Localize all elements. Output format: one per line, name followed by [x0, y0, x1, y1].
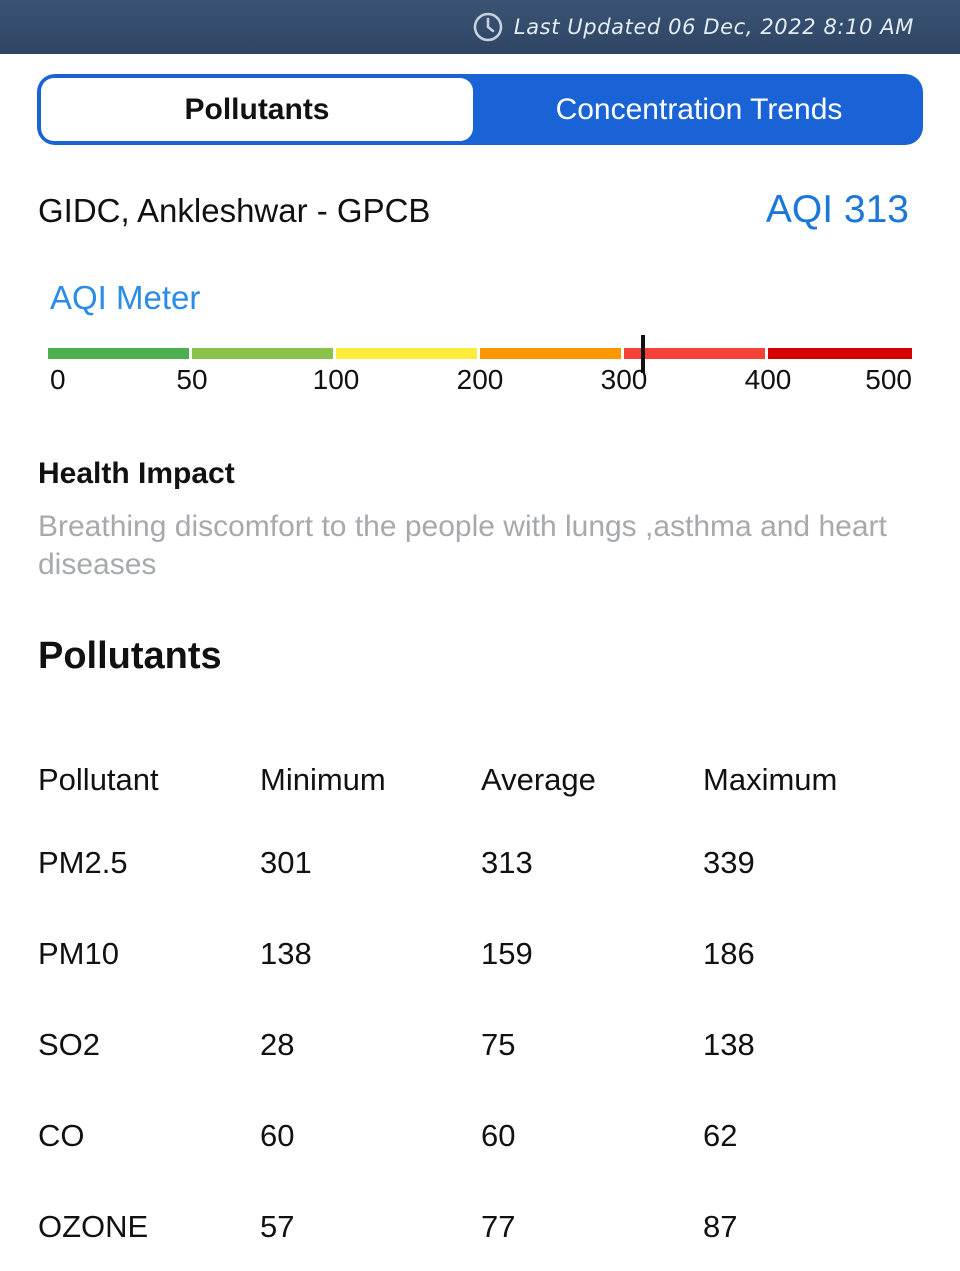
table-cell: 77: [481, 1209, 516, 1244]
table-row: OZONE 57 77 87: [0, 1209, 960, 1271]
table-header-row: Pollutant Minimum Average Maximum: [0, 762, 960, 845]
clock-icon: [473, 12, 503, 42]
table-row: PM10 138 159 186: [0, 936, 960, 1027]
table-row: PM2.5 301 313 339: [0, 845, 960, 936]
aqi-meter-needle: [640, 335, 645, 373]
aqi-meter-segment: [480, 348, 621, 359]
aqi-meter-segment: [336, 348, 477, 359]
table-cell: 313: [481, 845, 533, 880]
aqi-meter-title: AQI Meter: [50, 279, 201, 316]
table-cell: 57: [260, 1209, 295, 1244]
table-cell: OZONE: [38, 1209, 149, 1244]
table-cell: 75: [481, 1027, 516, 1062]
table-cell: PM10: [38, 936, 119, 971]
table-cell: 28: [260, 1027, 295, 1062]
table-cell: 339: [703, 845, 755, 880]
aqi-meter-segment: [768, 348, 912, 359]
table-cell: CO: [38, 1118, 85, 1153]
last-updated-text: Last Updated 06 Dec, 2022 8:10 AM: [513, 15, 914, 39]
table-cell: SO2: [38, 1027, 101, 1062]
aqi-value: AQI 313: [765, 188, 909, 231]
health-impact-text: Breathing discomfort to the people with …: [38, 510, 887, 581]
aqi-meter-tick-label: 50: [176, 364, 208, 395]
table-cell: 60: [260, 1118, 295, 1153]
aqi-meter-segment: [48, 348, 189, 359]
health-impact-title: Health Impact: [38, 457, 235, 490]
table-cell: 62: [703, 1118, 738, 1153]
aqi-meter-tick-label: 0: [50, 364, 66, 395]
aqi-meter-segment: [192, 348, 333, 359]
aqi-meter-bar: [48, 335, 912, 373]
table-cell: 138: [703, 1027, 755, 1062]
aqi-meter-tick-label: 100: [312, 364, 360, 395]
table-header-cell: Average: [481, 762, 596, 797]
table-header-cell: Maximum: [703, 762, 838, 797]
aqi-meter-segment: [624, 348, 765, 359]
table-row: CO 60 60 62: [0, 1118, 960, 1209]
table-cell: PM2.5: [38, 845, 128, 880]
table-header-cell: Minimum: [260, 762, 386, 797]
tab-concentration-trends[interactable]: Concentration Trends: [555, 92, 843, 126]
aqi-meter-tick-label: 400: [744, 364, 792, 395]
aqi-meter-ticks: 0 50 100 200 300 400 500: [0, 364, 960, 400]
pollutants-section-title: Pollutants: [38, 635, 222, 677]
station-name: GIDC, Ankleshwar - GPCB: [38, 192, 431, 229]
table-cell: 301: [260, 845, 312, 880]
pollutants-table: Pollutant Minimum Average Maximum PM2.5 301 31…: [0, 762, 960, 1271]
aqi-meter-tick-label: 500: [865, 364, 912, 395]
table-cell: 186: [703, 936, 755, 971]
aqi-meter-tick-label: 300: [600, 364, 648, 395]
table-cell: 138: [260, 936, 312, 971]
table-header-cell: Pollutant: [38, 762, 159, 797]
tab-switcher: Pollutants Concentration Trends: [37, 74, 923, 145]
aqi-meter-tick-label: 200: [456, 364, 504, 395]
table-row: SO2 28 75 138: [0, 1027, 960, 1118]
tab-pollutants[interactable]: Pollutants: [41, 78, 473, 141]
table-cell: 87: [703, 1209, 738, 1244]
table-cell: 159: [481, 936, 533, 971]
status-bar: Last Updated 06 Dec, 2022 8:10 AM: [0, 0, 960, 54]
table-cell: 60: [481, 1118, 516, 1153]
